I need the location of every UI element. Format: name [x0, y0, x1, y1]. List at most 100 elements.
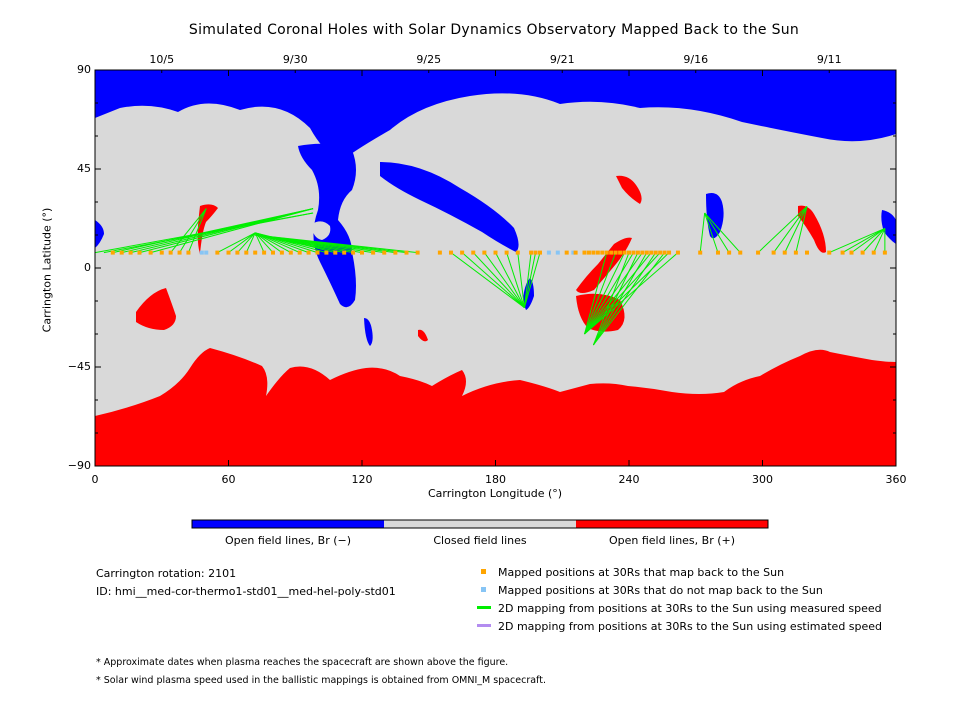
mapped-back-point	[333, 250, 338, 255]
colorbar	[191, 519, 769, 529]
mapped-back-point	[782, 250, 787, 255]
not-mapped-back-point	[204, 250, 209, 255]
open-negative-region	[881, 210, 896, 244]
footnote-speed-source: * Solar wind plasma speed used in the ba…	[96, 675, 546, 686]
mapping-trace	[523, 252, 537, 308]
mapped-back-point	[635, 250, 640, 255]
not-mapped-back-point	[571, 250, 576, 255]
mapped-back-point	[226, 250, 231, 255]
top-date-label: 9/30	[282, 53, 308, 66]
measured-speed-line-icon	[477, 606, 491, 609]
mapped-back-point	[653, 250, 658, 255]
mapped-back-point	[675, 250, 680, 255]
mapping-trace	[150, 208, 314, 254]
mapped-back-point	[609, 250, 614, 255]
mapping-traces	[95, 206, 886, 346]
mapping-trace	[795, 206, 808, 253]
colorbar-label-negative: Open field lines, Br (−)	[224, 534, 352, 547]
mapped-back-point	[288, 250, 293, 255]
legend-item-not-mapped: Mapped positions at 30Rs that do not map…	[498, 584, 823, 597]
mapped-back-point	[235, 250, 240, 255]
open-positive-region	[798, 205, 826, 253]
mapped-back-point	[297, 250, 302, 255]
mapping-trace	[704, 212, 730, 253]
mapping-trace	[593, 252, 665, 346]
mapped-back-point	[493, 250, 498, 255]
mapping-trace	[829, 227, 886, 254]
axis-ticks	[94, 69, 897, 467]
estimated-speed-line-icon	[477, 624, 491, 627]
mapping-trace	[483, 252, 525, 308]
mapped-back-point	[186, 250, 191, 255]
open-positive-region	[576, 237, 632, 293]
mapping-trace	[584, 252, 617, 335]
mapping-trace	[862, 228, 886, 253]
mapped-back-point	[727, 250, 732, 255]
x-tick-label: 0	[91, 473, 99, 486]
not-mapped-marker-icon	[481, 587, 486, 592]
mapped-back-point	[667, 250, 672, 255]
mapped-back-point	[279, 250, 284, 255]
mapped-back-point	[805, 250, 809, 255]
mapped-back-point	[613, 250, 618, 255]
mapping-trace	[773, 206, 808, 253]
mapped-back-point	[504, 250, 509, 255]
carrington-rotation: Carrington rotation: 2101	[96, 567, 237, 580]
open-positive-region	[95, 348, 896, 466]
mapped-back-point	[382, 250, 387, 255]
mapped-back-point	[871, 250, 876, 255]
top-date-label: 9/16	[683, 53, 709, 66]
colorbar-label-closed: Closed field lines	[433, 534, 527, 547]
open-negative-region	[95, 70, 896, 162]
x-tick-label: 360	[885, 473, 907, 486]
mapped-back-point	[393, 250, 398, 255]
mapped-back-point	[271, 250, 275, 255]
mapping-trace	[170, 208, 207, 253]
open-positive-region	[616, 175, 642, 204]
mapping-trace	[495, 252, 525, 308]
mapped-back-point	[360, 250, 364, 255]
not-mapped-back-point	[199, 250, 204, 255]
mapping-trace	[584, 252, 608, 335]
open-negative-region	[706, 193, 724, 239]
mapped-back-point	[618, 250, 623, 255]
y-axis-label: Carrington Latitude (°)	[40, 207, 54, 333]
mapped-back-point	[640, 250, 645, 255]
mapped-back-point	[253, 250, 258, 255]
mapped-back-point	[827, 250, 832, 255]
mapping-trace	[517, 252, 525, 308]
chart-title: Simulated Coronal Holes with Solar Dynam…	[188, 22, 800, 38]
mapping-trace	[255, 234, 418, 254]
mapped-back-point	[471, 250, 476, 255]
mapped-back-point	[415, 250, 420, 255]
mapping-trace	[592, 252, 657, 346]
not-mapped-back-point	[555, 250, 560, 255]
mapped-back-point	[793, 250, 798, 255]
mapping-trace	[472, 252, 525, 308]
y-tick-label: 0	[84, 261, 91, 274]
mapping-trace	[506, 252, 525, 308]
mapped-back-point	[262, 250, 267, 255]
mapped-back-point	[119, 250, 124, 255]
mapped-back-point	[573, 250, 578, 255]
mapped-back-point	[698, 250, 703, 255]
open-negative-region	[95, 220, 104, 248]
model-id: ID: hmi__med-cor-thermo1-std01__med-hel-…	[96, 585, 396, 598]
mapped-back-point	[582, 250, 587, 255]
mapped-back-point	[351, 250, 356, 255]
mapped-back-point	[840, 250, 845, 255]
mapped-back-point	[437, 250, 442, 255]
mapped-back-point	[591, 250, 596, 255]
colorbar-frame	[191, 519, 769, 529]
mapped-back-point	[604, 250, 609, 255]
y-tick-label: −90	[67, 459, 91, 472]
x-tick-label: 120	[351, 473, 373, 486]
mapping-trace	[523, 252, 532, 308]
mapping-trace	[584, 252, 625, 335]
top-date-label: 9/25	[416, 53, 442, 66]
x-tick-label: 240	[618, 473, 640, 486]
colorbar-label-positive: Open field lines, Br (+)	[608, 534, 736, 547]
closed-field-region	[312, 221, 331, 240]
mapping-trace	[245, 232, 256, 253]
